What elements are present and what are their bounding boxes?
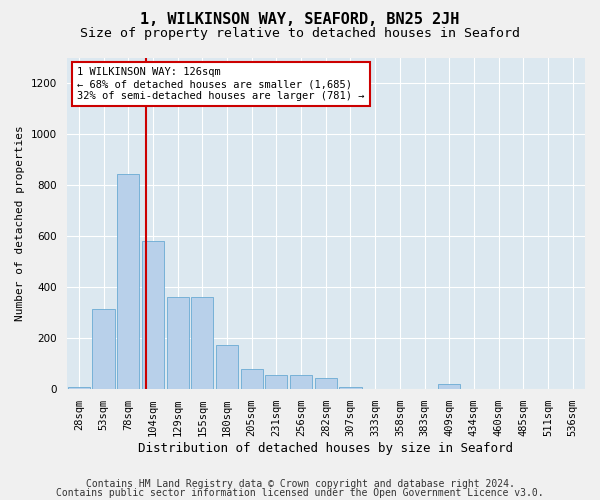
Bar bbox=[167, 298, 189, 389]
Bar bbox=[92, 309, 115, 389]
Text: Contains public sector information licensed under the Open Government Licence v3: Contains public sector information licen… bbox=[56, 488, 544, 498]
X-axis label: Distribution of detached houses by size in Seaford: Distribution of detached houses by size … bbox=[138, 442, 513, 455]
Text: Contains HM Land Registry data © Crown copyright and database right 2024.: Contains HM Land Registry data © Crown c… bbox=[86, 479, 514, 489]
Y-axis label: Number of detached properties: Number of detached properties bbox=[15, 126, 25, 321]
Bar bbox=[241, 369, 263, 389]
Bar bbox=[142, 241, 164, 389]
Text: Size of property relative to detached houses in Seaford: Size of property relative to detached ho… bbox=[80, 28, 520, 40]
Text: 1, WILKINSON WAY, SEAFORD, BN25 2JH: 1, WILKINSON WAY, SEAFORD, BN25 2JH bbox=[140, 12, 460, 28]
Bar bbox=[68, 386, 90, 389]
Bar bbox=[216, 344, 238, 389]
Text: 1 WILKINSON WAY: 126sqm
← 68% of detached houses are smaller (1,685)
32% of semi: 1 WILKINSON WAY: 126sqm ← 68% of detache… bbox=[77, 68, 364, 100]
Bar bbox=[340, 386, 362, 389]
Bar bbox=[117, 174, 139, 389]
Bar bbox=[265, 375, 287, 389]
Bar bbox=[191, 298, 214, 389]
Bar bbox=[314, 378, 337, 389]
Bar bbox=[290, 375, 312, 389]
Bar bbox=[438, 384, 460, 389]
